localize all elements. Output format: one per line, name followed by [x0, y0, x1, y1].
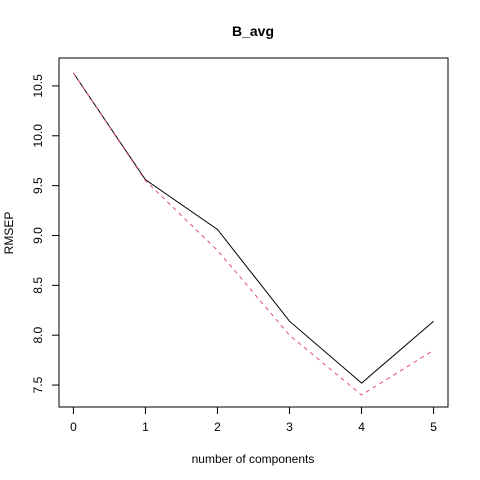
x-tick-label: 3	[286, 420, 293, 434]
y-tick-label: 9.0	[31, 227, 45, 244]
x-axis: 0 1 2 3 4 5	[70, 406, 437, 434]
x-tick-label: 0	[70, 420, 77, 434]
y-tick-label: 8.5	[31, 277, 45, 294]
x-tick-label: 2	[214, 420, 221, 434]
y-tick-label: 10.5	[31, 74, 45, 98]
series-layer	[72, 72, 434, 396]
series-line-1	[72, 72, 434, 384]
y-tick-label: 8.0	[31, 327, 45, 344]
y-tick-label: 7.5	[31, 376, 45, 393]
y-axis: 7.5 8.0 8.5 9.0 9.5 10.0 10.5	[31, 74, 60, 393]
x-tick-label: 1	[142, 420, 149, 434]
y-tick-label: 9.5	[31, 177, 45, 194]
series-line-2	[72, 72, 434, 396]
chart-title: B_avg	[232, 23, 274, 39]
y-axis-title: RMSEP	[2, 212, 16, 255]
x-tick-label: 4	[358, 420, 365, 434]
y-tick-label: 10.0	[31, 124, 45, 148]
x-tick-label: 5	[430, 420, 437, 434]
x-axis-title: number of components	[192, 452, 315, 466]
plot-frame	[58, 57, 449, 408]
